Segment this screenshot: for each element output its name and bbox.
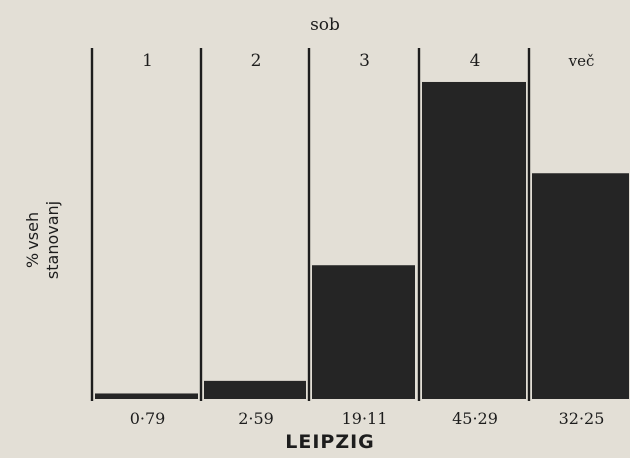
category-label-1: 1 bbox=[142, 51, 153, 71]
category-label-2: 2 bbox=[251, 51, 262, 71]
category-label-5: več bbox=[568, 52, 595, 70]
y-axis-label: % vseh stanovanj bbox=[23, 201, 62, 279]
y-axis-label-line-1: % vseh bbox=[23, 212, 42, 268]
bar-2 bbox=[204, 380, 306, 399]
chart-title: LEIPZIG bbox=[285, 431, 375, 453]
bar-3 bbox=[312, 265, 415, 399]
value-label-4: 45·29 bbox=[452, 409, 498, 428]
value-label-5: 32·25 bbox=[559, 409, 605, 428]
bar-5 bbox=[532, 173, 629, 399]
header-label: sob bbox=[310, 15, 340, 35]
category-label-4: 4 bbox=[470, 51, 481, 71]
value-labels: 0·79 2·59 19·11 45·29 32·25 bbox=[130, 409, 605, 428]
column-dividers bbox=[90, 48, 531, 401]
value-label-3: 19·11 bbox=[342, 409, 388, 428]
bars bbox=[95, 81, 629, 399]
value-label-1: 0·79 bbox=[130, 409, 166, 428]
value-label-2: 2·59 bbox=[238, 409, 274, 428]
category-label-3: 3 bbox=[359, 51, 370, 71]
bar-4 bbox=[422, 81, 526, 399]
category-labels: 1 2 3 4 več bbox=[142, 51, 594, 71]
y-axis-label-line-2: stanovanj bbox=[43, 201, 62, 279]
bar-1 bbox=[95, 393, 198, 399]
